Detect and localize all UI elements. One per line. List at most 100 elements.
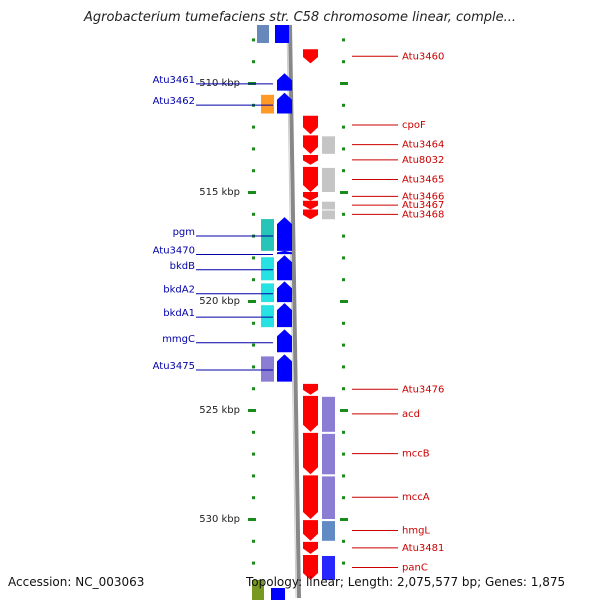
gene-arrow-right [303, 115, 318, 135]
feature-partial-bottom [271, 588, 285, 600]
minor-tick-right [342, 212, 345, 216]
minor-tick-left [252, 365, 255, 369]
gene-arrow-right [303, 383, 318, 395]
gene-label-right: Atu8032 [402, 155, 444, 166]
gene-arrow-left [277, 329, 292, 353]
cog-bar-right [322, 136, 335, 154]
feature-partial-top-left [257, 25, 269, 43]
gene-label-left: bkdA2 [163, 285, 195, 296]
gene-arrow-left [277, 250, 292, 255]
minor-tick-left [252, 38, 255, 42]
major-tick-right [340, 191, 348, 194]
gene-arrow-right [303, 192, 318, 201]
gene-label-right: Atu3467 [402, 200, 444, 211]
gene-arrow-left [277, 255, 292, 281]
gene-label-right: Atu3481 [402, 543, 444, 554]
major-tick-left [248, 300, 256, 303]
major-tick-right [340, 82, 348, 85]
minor-tick-left [252, 278, 255, 282]
scale-tick-label: 530 kbp [199, 514, 240, 525]
minor-tick-left [252, 452, 255, 456]
cog-bar-right [322, 167, 335, 192]
minor-tick-right [342, 496, 345, 500]
gene-label-left: bkdA1 [163, 308, 195, 319]
gene-arrow-right [303, 520, 318, 541]
gene-arrow-right [303, 475, 318, 519]
minor-tick-right [342, 539, 345, 543]
gene-arrow-left [277, 303, 292, 328]
minor-tick-right [342, 278, 345, 282]
minor-tick-left [252, 169, 255, 173]
minor-tick-right [342, 103, 345, 107]
gene-arrow-left [277, 281, 292, 303]
minor-tick-left [252, 321, 255, 325]
cog-bar-right [322, 201, 335, 210]
minor-tick-left [252, 343, 255, 347]
minor-tick-left [252, 147, 255, 151]
map-title: Agrobacterium tumefaciens str. C58 chrom… [83, 10, 517, 25]
major-tick-left [248, 191, 256, 194]
minor-tick-right [342, 365, 345, 369]
minor-tick-right [342, 234, 345, 238]
minor-tick-right [342, 125, 345, 129]
gene-arrow-right [303, 200, 318, 210]
gene-label-right: Atu3466 [402, 191, 444, 202]
gene-arrow-right [303, 154, 318, 165]
cog-bar-left [261, 305, 274, 328]
cog-bar-left [261, 356, 274, 382]
accession-label: Accession: NC_003063 [8, 575, 145, 589]
minor-tick-right [342, 38, 345, 42]
minor-tick-right [342, 561, 345, 565]
cog-bar-right [322, 521, 335, 541]
gene-label-right: panC [402, 563, 428, 574]
minor-tick-left [252, 60, 255, 64]
gene-label-right: hmgL [402, 525, 430, 536]
major-tick-left [248, 518, 256, 521]
minor-tick-right [342, 147, 345, 151]
gene-arrow-left [277, 73, 292, 91]
minor-tick-right [342, 256, 345, 260]
gene-label-left: pgm [173, 227, 195, 238]
minor-tick-right [342, 321, 345, 325]
minor-tick-right [342, 430, 345, 434]
major-tick-right [340, 409, 348, 412]
gene-label-right: Atu3464 [402, 140, 444, 151]
scale-tick-label: 515 kbp [199, 187, 240, 198]
minor-tick-left [252, 212, 255, 216]
cog-bar-right [322, 210, 335, 220]
minor-tick-left [252, 539, 255, 543]
gene-arrow-left [277, 354, 292, 382]
minor-tick-right [342, 387, 345, 391]
minor-tick-right [342, 343, 345, 347]
gene-label-right: mccA [402, 492, 430, 503]
gene-arrow-right [303, 135, 318, 154]
scale-tick-label: 525 kbp [199, 405, 240, 416]
cog-bar-left [261, 94, 274, 114]
gene-arrow-left [277, 92, 292, 114]
gene-label-right: Atu3465 [402, 174, 444, 185]
minor-tick-left [252, 474, 255, 478]
gene-label-right: cpoF [402, 120, 426, 131]
gene-label-left: Atu3475 [153, 361, 195, 372]
gene-label-right: mccB [402, 449, 430, 460]
cog-bar-left [261, 283, 274, 303]
minor-tick-left [252, 256, 255, 260]
gene-label-left: mmgC [162, 334, 195, 345]
minor-tick-right [342, 60, 345, 64]
minor-tick-left [252, 387, 255, 391]
chromosome-backbone [288, 24, 301, 599]
major-tick-right [340, 300, 348, 303]
gene-arrow-right [303, 49, 318, 64]
minor-tick-left [252, 125, 255, 129]
gene-label-left: Atu3462 [153, 96, 195, 107]
gene-arrow-right [303, 395, 318, 432]
gene-arrow-right [303, 432, 318, 475]
gene-label-left: Atu3470 [153, 245, 195, 256]
gene-label-left: Atu3461 [153, 75, 195, 86]
minor-tick-right [342, 452, 345, 456]
feature-partial-top [275, 25, 289, 43]
cog-bar-left [261, 219, 274, 251]
genome-info-label: Topology: linear; Length: 2,075,577 bp; … [246, 575, 566, 589]
